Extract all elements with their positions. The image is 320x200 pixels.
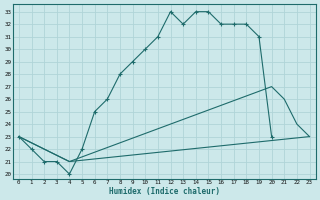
- X-axis label: Humidex (Indice chaleur): Humidex (Indice chaleur): [109, 187, 220, 196]
